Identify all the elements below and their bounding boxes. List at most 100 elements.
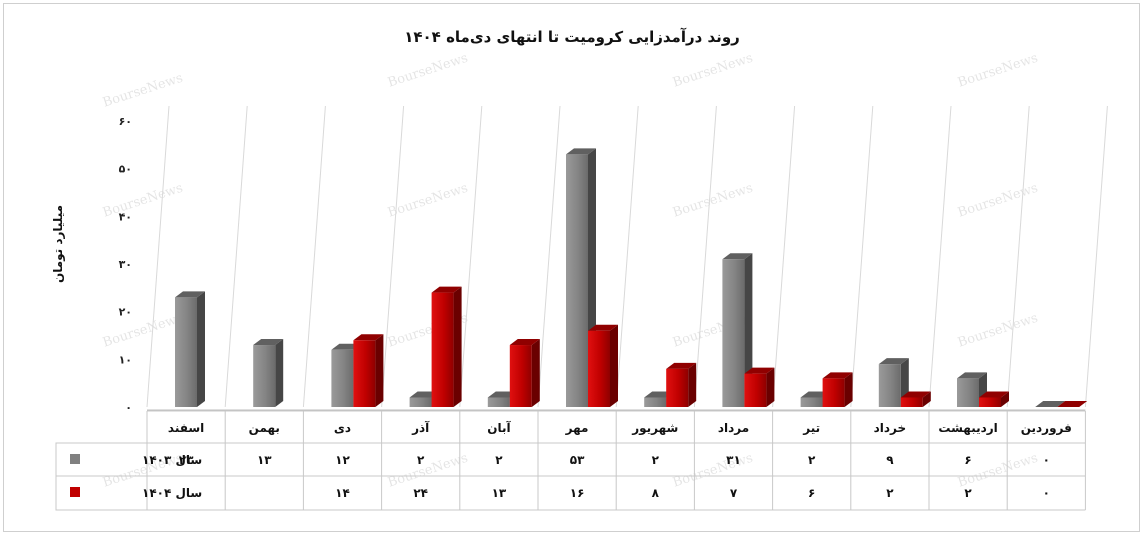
bar-front: [644, 397, 667, 407]
gridline: [772, 105, 796, 408]
table-value: ۲: [964, 486, 972, 500]
y-tick-label: ۳۰: [119, 258, 132, 271]
legend-swatch: [70, 487, 80, 497]
legend-label: سال ۱۴۰۳: [142, 453, 202, 467]
table-value: ۶: [808, 486, 815, 500]
table-value: ۱۳: [492, 486, 507, 500]
watermark-text: BourseNews: [956, 311, 1040, 351]
table-value: ۱۴: [335, 486, 350, 500]
y-tick-label: ۴۰: [119, 210, 132, 223]
table-value: ۳۱: [726, 453, 741, 467]
y-tick-labels: ۰ ۱۰ ۲۰ ۳۰ ۴۰ ۵۰ ۶۰: [119, 115, 132, 414]
gridline: [1006, 105, 1030, 408]
table-value: ۲۳: [179, 453, 194, 467]
bar-top: [822, 372, 853, 379]
gridline: [850, 105, 874, 408]
bar-front: [722, 259, 745, 407]
bar-top: [744, 367, 775, 374]
bar-front: [979, 397, 1001, 407]
table-value: ۱۶: [570, 486, 585, 500]
bar-1403: [722, 253, 753, 407]
bar-side: [844, 372, 853, 407]
gridline: [302, 105, 326, 408]
gridline: [381, 105, 405, 408]
table-value: ۹: [886, 453, 894, 467]
table-value: ۱۲: [335, 453, 350, 467]
bar-front: [487, 397, 510, 407]
watermark-text: BourseNews: [671, 451, 755, 491]
gridline: [928, 105, 952, 408]
bar-1403: [175, 291, 205, 407]
gridline: [615, 105, 639, 408]
bar-front: [509, 345, 532, 407]
watermark-text: BourseNews: [386, 51, 470, 91]
table-value: ۲۴: [413, 486, 428, 500]
bar-top: [666, 362, 697, 369]
bar-side: [610, 324, 618, 407]
watermark-text: BourseNews: [101, 311, 185, 351]
category-label: بهمن: [249, 421, 280, 435]
bar-1404: [509, 339, 540, 407]
category-label: اسفند: [168, 421, 204, 435]
watermark-text: BourseNews: [386, 451, 470, 491]
bar-1404: [1057, 401, 1088, 407]
gridline: [537, 105, 561, 408]
bar-top: [353, 334, 384, 341]
bar-front: [331, 349, 354, 407]
category-label: آبان: [487, 420, 511, 435]
table-value: ۸: [652, 486, 660, 500]
chart-title: روند درآمدزایی کرومیت تا انتهای دی‌ماه ۱…: [404, 28, 740, 46]
watermark-text: BourseNews: [956, 181, 1040, 221]
watermark-text: BourseNews: [101, 181, 185, 221]
bar-front: [900, 397, 923, 407]
table-value: ۲: [417, 453, 425, 467]
table-value: ۰: [1043, 486, 1050, 500]
category-label: خرداد: [874, 421, 907, 435]
bar-1404: [900, 391, 931, 407]
bar-1403: [253, 339, 284, 407]
data-table: فروردین ۰ ۰ اردیبهشت ۶ ۲ خرداد ۹ ۲ تیر ۲ ۶ مرداد ۳۱ ۷ ش…: [55, 410, 1086, 511]
bar-front: [175, 297, 197, 407]
bar-1404: [353, 334, 384, 407]
bar-top: [878, 358, 909, 365]
legend-swatch: [70, 454, 80, 464]
watermark-text: BourseNews: [101, 71, 185, 111]
bar-front: [253, 345, 276, 407]
y-axis-label: میلیارد تومان: [51, 205, 66, 283]
bar-top: [175, 291, 205, 298]
category-label: اردیبهشت: [938, 421, 997, 435]
category-label: دی: [334, 421, 351, 435]
bar-side: [1001, 391, 1009, 407]
table-value: ۵۳: [570, 453, 585, 467]
bar-front: [957, 378, 979, 407]
table-value: ۱۳: [257, 453, 272, 467]
bar-top: [566, 148, 596, 155]
bar-1404: [979, 391, 1009, 407]
table-value: ۷: [730, 486, 738, 500]
category-label: مهر: [565, 421, 589, 435]
bar-side: [197, 291, 205, 407]
table-value: ۲: [652, 453, 660, 467]
bar-side: [766, 367, 775, 407]
bar-top: [431, 286, 462, 293]
y-tick-label: ۰: [125, 401, 132, 414]
bar-front: [744, 373, 767, 407]
table-value: ۲: [808, 453, 816, 467]
bar-top: [957, 372, 987, 379]
chart-frame: BourseNews BourseNews BourseNews BourseNews…: [3, 3, 1140, 532]
watermark-text: BourseNews: [956, 51, 1040, 91]
bar-top: [509, 339, 540, 346]
legend-label: سال ۱۴۰۴: [142, 486, 202, 500]
bar-side: [922, 391, 931, 407]
category-label: فروردین: [1021, 421, 1072, 436]
bar-top: [900, 391, 931, 398]
bar-front: [566, 154, 588, 407]
bar-front: [353, 340, 376, 407]
bar-1404: [588, 324, 618, 407]
gridline: [146, 105, 170, 408]
bar-top: [253, 339, 284, 346]
bar-top: [979, 391, 1009, 398]
category-label: مرداد: [718, 421, 749, 435]
category-label: شهریور: [631, 421, 678, 436]
bar-side: [275, 339, 284, 407]
